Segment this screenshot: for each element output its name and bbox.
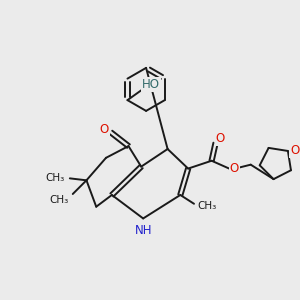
Text: NH: NH [134, 224, 152, 237]
Text: O: O [290, 145, 299, 158]
Text: HO: HO [142, 78, 160, 91]
Text: O: O [230, 162, 239, 175]
Text: CH₃: CH₃ [197, 201, 216, 211]
Text: CH₃: CH₃ [46, 173, 65, 183]
Text: O: O [216, 132, 225, 145]
Text: O: O [99, 123, 109, 136]
Text: CH₃: CH₃ [50, 195, 69, 205]
